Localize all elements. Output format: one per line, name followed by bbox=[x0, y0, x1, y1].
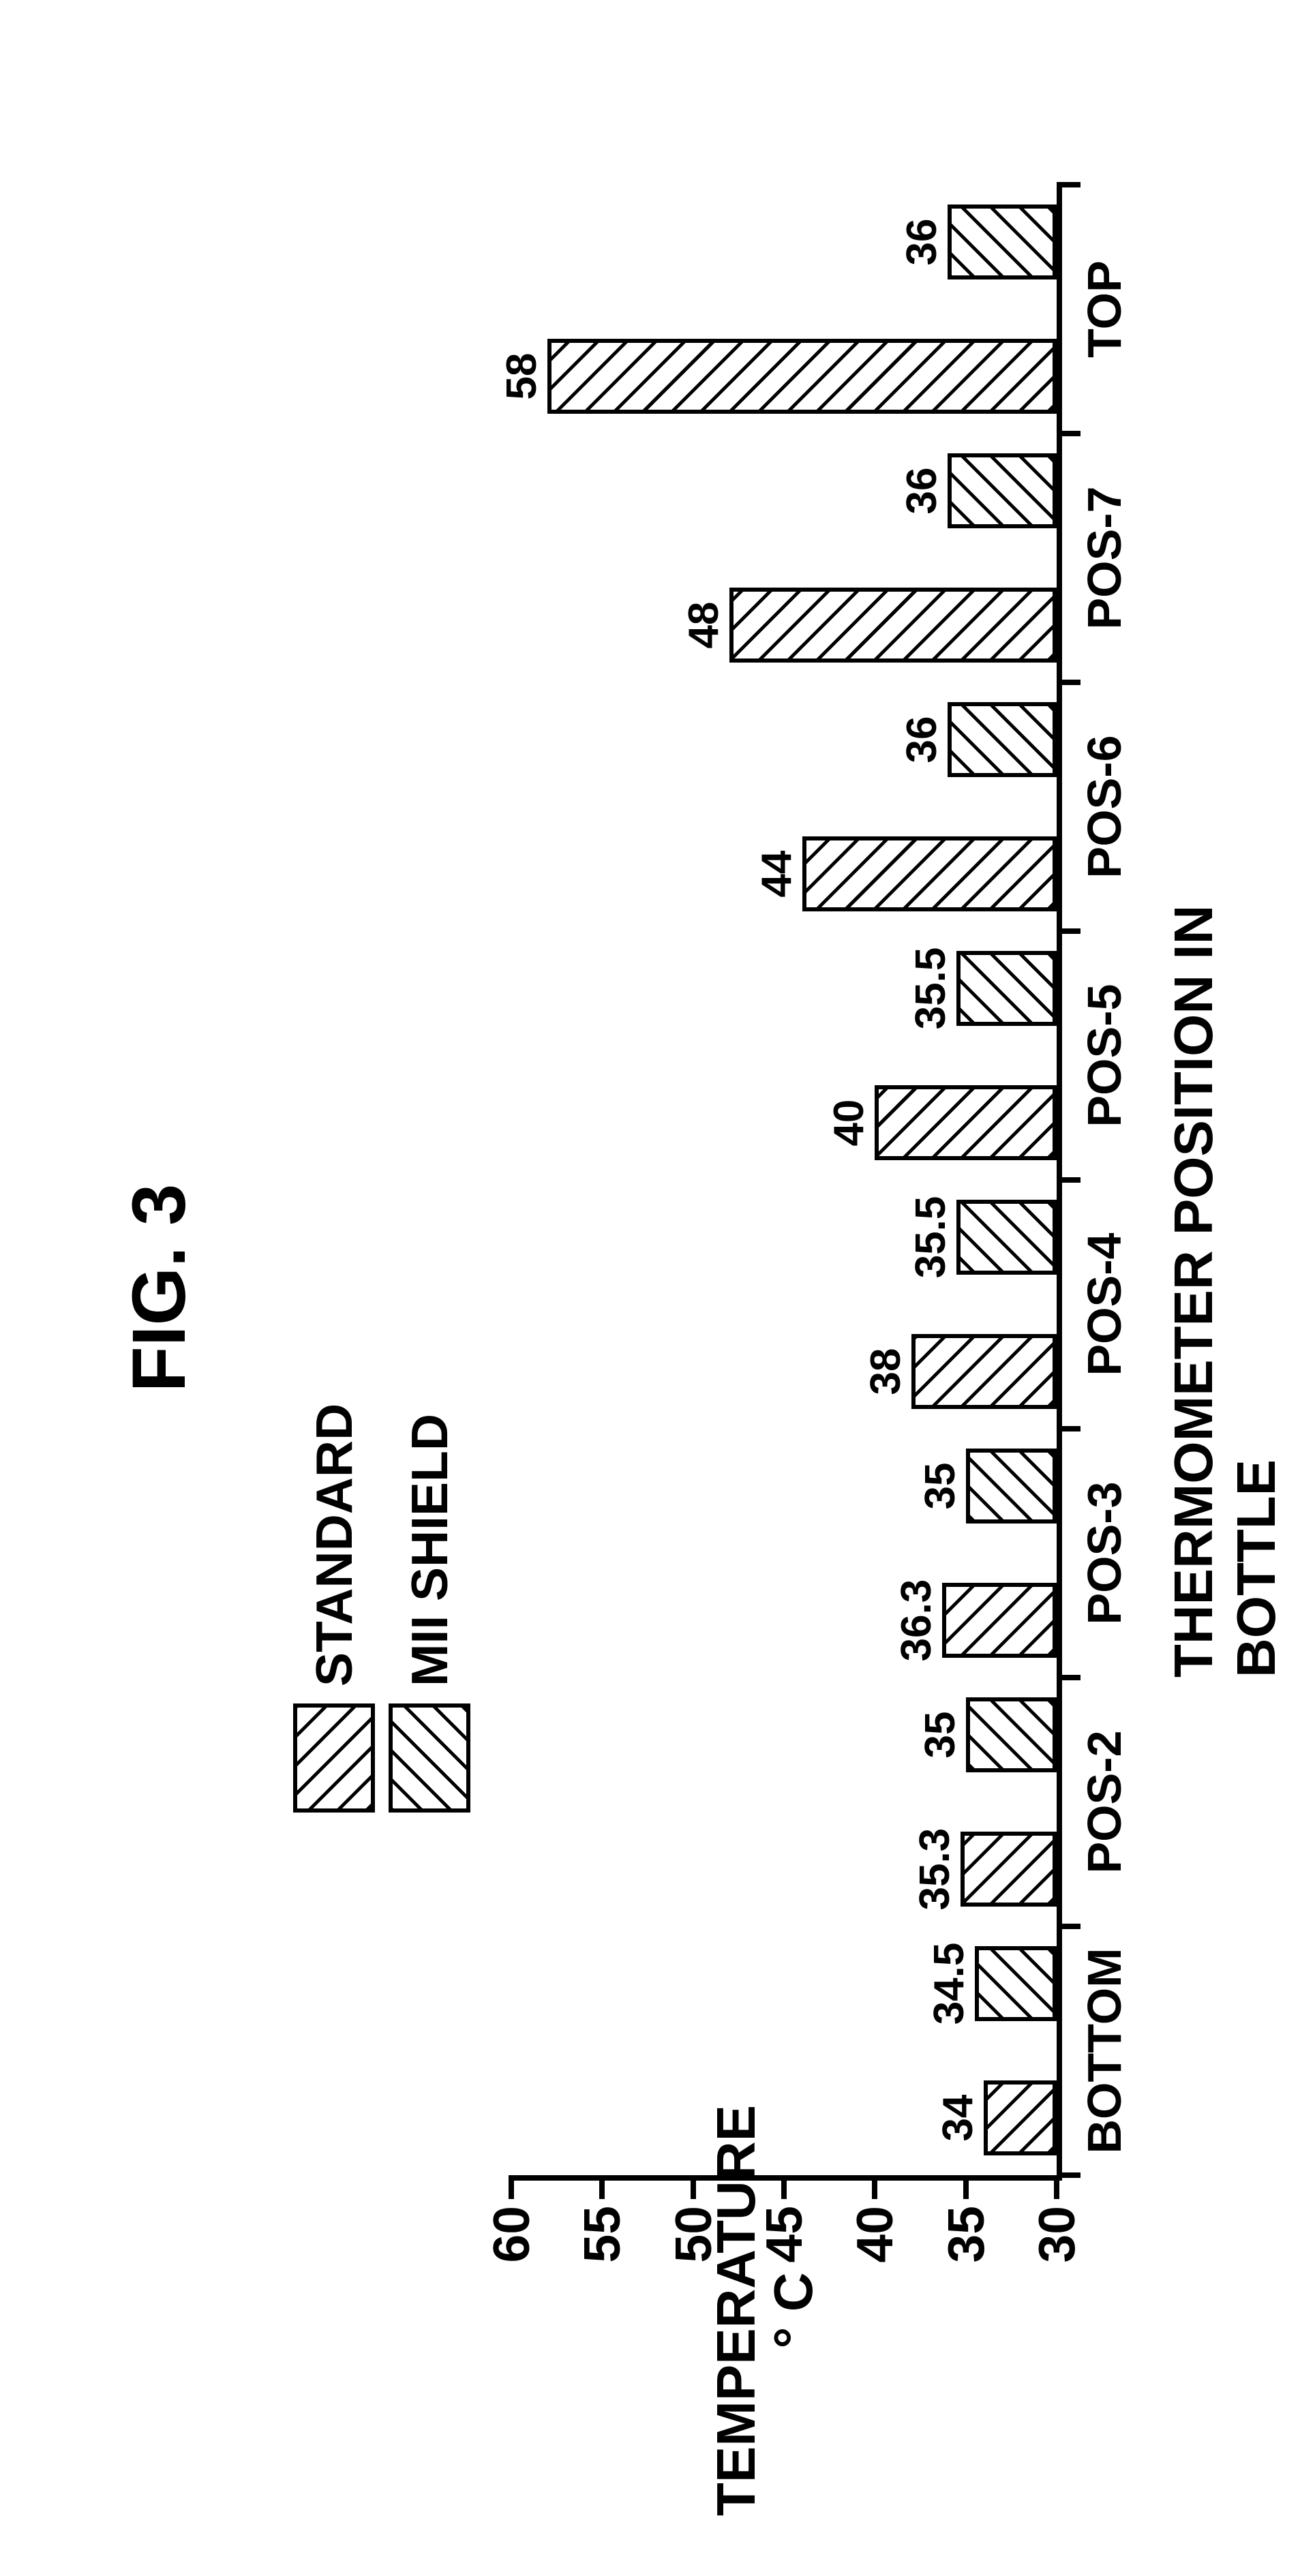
bar-value-label: 38 bbox=[862, 1348, 910, 1395]
y-axis-title-line2: ° C bbox=[763, 2273, 823, 2349]
bar-value-label: 40 bbox=[825, 1100, 873, 1147]
bar-value-label: 34.5 bbox=[925, 1943, 973, 2025]
bar-value-label: 44 bbox=[753, 851, 801, 898]
y-axis-tick-label: 60 bbox=[482, 2175, 541, 2262]
bar-mii-shield: 35 bbox=[966, 1449, 1057, 1524]
y-axis-tick-label: 30 bbox=[1027, 2175, 1086, 2262]
rotated-figure-container: FIG. 3 STANDARD MII SHIELD TEMPERATURE ° … bbox=[0, 0, 1315, 2576]
bar-standard: 58 bbox=[547, 339, 1057, 414]
bar-value-label: 48 bbox=[680, 602, 728, 649]
bar-mii-shield: 36 bbox=[948, 453, 1057, 528]
bar-value-label: 35.5 bbox=[907, 1196, 955, 1279]
x-axis-tick bbox=[1057, 1177, 1080, 1183]
bar-value-label: 36 bbox=[898, 467, 946, 514]
legend: STANDARD MII SHIELD bbox=[293, 1404, 484, 1813]
bar-value-label: 58 bbox=[498, 353, 546, 400]
bar-mii-shield: 35.5 bbox=[956, 951, 1057, 1026]
x-axis-category-label: POS-2 bbox=[1057, 1730, 1132, 1873]
bar-standard: 34 bbox=[984, 2080, 1057, 2155]
bar-value-label: 34 bbox=[934, 2095, 982, 2142]
y-axis-tick-label: 40 bbox=[845, 2175, 904, 2262]
x-axis-category-label: POS-6 bbox=[1057, 735, 1132, 878]
bar-standard: 38 bbox=[911, 1334, 1057, 1409]
y-axis-tick-label: 35 bbox=[937, 2175, 995, 2262]
legend-swatch-standard bbox=[293, 1703, 375, 1813]
bar-standard: 48 bbox=[729, 588, 1057, 663]
x-axis-title: THERMOMETER POSITION IN BOTTLE bbox=[1162, 682, 1288, 1678]
y-axis-tick-label: 55 bbox=[573, 2175, 631, 2262]
bar-mii-shield: 34.5 bbox=[975, 1946, 1057, 2021]
x-axis-tick bbox=[1057, 928, 1080, 934]
legend-item: MII SHIELD bbox=[389, 1404, 470, 1813]
page: FIG. 3 STANDARD MII SHIELD TEMPERATURE ° … bbox=[0, 0, 1315, 2576]
bar-value-label: 35 bbox=[916, 1711, 965, 1758]
x-axis-category-label: BOTTOM bbox=[1057, 1948, 1132, 2153]
legend-swatch-mii-shield bbox=[389, 1703, 470, 1813]
x-axis-category-label: TOP bbox=[1057, 260, 1132, 358]
y-axis-title: TEMPERATURE ° C bbox=[708, 2105, 822, 2516]
x-axis-category-label: POS-5 bbox=[1057, 984, 1132, 1127]
bar-mii-shield: 36 bbox=[948, 702, 1057, 777]
bar-mii-shield: 35 bbox=[966, 1697, 1057, 1772]
bar-value-label: 36 bbox=[898, 218, 946, 265]
bar-value-label: 36 bbox=[898, 716, 946, 763]
x-axis-category-label: POS-7 bbox=[1057, 486, 1132, 629]
bar-value-label: 35.3 bbox=[911, 1828, 959, 1911]
bar-standard: 36.3 bbox=[942, 1583, 1057, 1658]
bar-standard: 35.3 bbox=[961, 1832, 1057, 1907]
bar-standard: 40 bbox=[875, 1085, 1057, 1160]
bar-value-label: 35.5 bbox=[907, 948, 955, 1030]
x-axis-tick bbox=[1057, 431, 1080, 436]
bar-value-label: 35 bbox=[916, 1462, 965, 1509]
legend-item: STANDARD bbox=[293, 1404, 375, 1813]
x-axis-tick bbox=[1057, 1675, 1080, 1680]
x-axis-tick bbox=[1057, 1426, 1080, 1431]
x-axis-tick bbox=[1057, 1924, 1080, 1929]
bar-mii-shield: 36 bbox=[948, 204, 1057, 279]
x-axis-tick bbox=[1057, 182, 1080, 187]
bar-value-label: 36.3 bbox=[892, 1579, 941, 1662]
legend-label: STANDARD bbox=[305, 1404, 363, 1686]
figure-title: FIG. 3 bbox=[116, 1184, 202, 1393]
x-axis-tick bbox=[1057, 2172, 1080, 2178]
x-axis-tick bbox=[1057, 680, 1080, 685]
bar-standard: 44 bbox=[802, 836, 1057, 911]
bar-mii-shield: 35.5 bbox=[956, 1200, 1057, 1275]
x-axis-category-label: POS-3 bbox=[1057, 1481, 1132, 1624]
chart-plot-area: TEMPERATURE ° C THERMOMETER POSITION IN … bbox=[511, 185, 1062, 2181]
figure: FIG. 3 STANDARD MII SHIELD TEMPERATURE ° … bbox=[0, 0, 1315, 2576]
legend-label: MII SHIELD bbox=[400, 1414, 459, 1686]
y-axis-tick-label: 45 bbox=[755, 2175, 813, 2262]
x-axis-category-label: POS-4 bbox=[1057, 1232, 1132, 1376]
y-axis-tick-label: 50 bbox=[664, 2175, 723, 2262]
y-axis-title-line1: TEMPERATURE bbox=[706, 2105, 766, 2516]
